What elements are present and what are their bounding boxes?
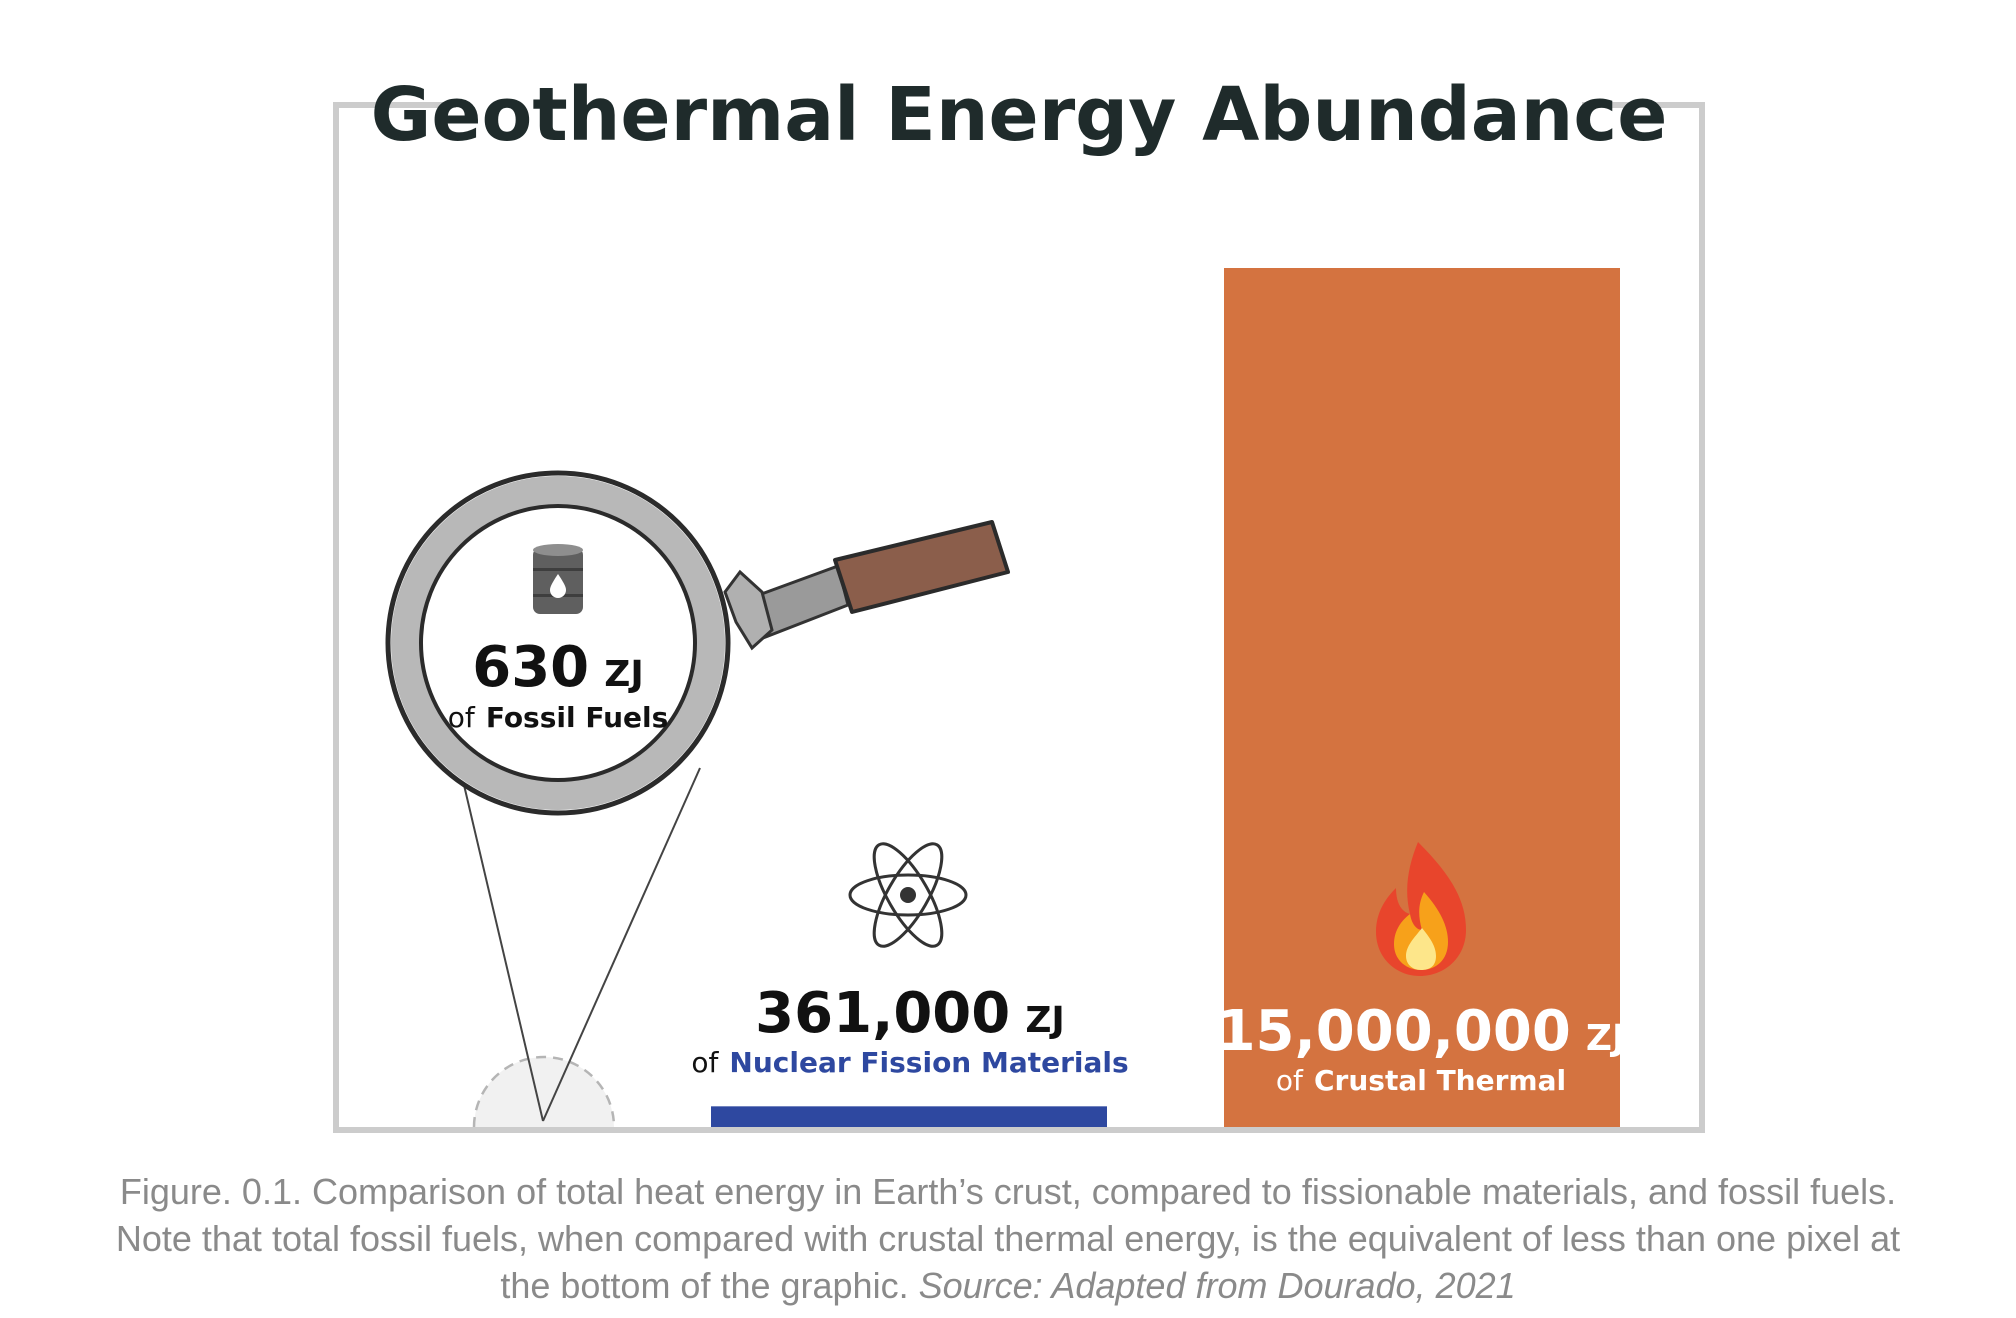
crustal-of: of	[1276, 1064, 1304, 1097]
magnifier-zoom-area	[459, 767, 701, 1128]
chart-title: Geothermal Energy Abundance	[371, 72, 1668, 158]
fossil-caption: of Fossil Fuels	[448, 701, 669, 734]
crustal-value: 15,000,000	[1217, 999, 1571, 1064]
figure-caption: Figure. 0.1. Comparison of total heat en…	[100, 1168, 1916, 1309]
crustal-caption: of Crustal Thermal	[1276, 1064, 1566, 1097]
crustal-unit: ZJ	[1586, 1018, 1626, 1059]
oil-barrel-icon	[533, 544, 583, 614]
crustal-name: Crustal Thermal	[1314, 1064, 1566, 1097]
caption-source: Source: Adapted from Dourado, 2021	[918, 1265, 1516, 1306]
fossil-name: Fossil Fuels	[486, 701, 668, 734]
fire-icon	[1376, 842, 1466, 976]
nuclear-unit: ZJ	[1025, 1000, 1065, 1041]
bar-crustal-thermal	[1224, 268, 1620, 1127]
fossil-unit: ZJ	[604, 654, 644, 695]
bar-nuclear-fission	[711, 1106, 1107, 1127]
magnifying-glass-icon	[385, 470, 1010, 816]
nuclear-value: 361,000	[755, 981, 1010, 1046]
fossil-value: 630	[472, 635, 589, 700]
caption-text: Figure. 0.1. Comparison of total heat en…	[115, 1171, 1901, 1306]
nuclear-name: Nuclear Fission Materials	[729, 1046, 1128, 1079]
nuclear-caption: of Nuclear Fission Materials	[691, 1046, 1128, 1079]
fossil-of: of	[448, 701, 476, 734]
crustal-label: 15,000,000 ZJ	[1217, 999, 1626, 1064]
atom-icon	[848, 842, 968, 948]
fossil-label: 630 ZJ	[472, 635, 644, 700]
nuclear-of: of	[691, 1046, 719, 1079]
nuclear-label: 361,000 ZJ	[755, 981, 1065, 1046]
chart-frame	[333, 102, 1705, 1133]
